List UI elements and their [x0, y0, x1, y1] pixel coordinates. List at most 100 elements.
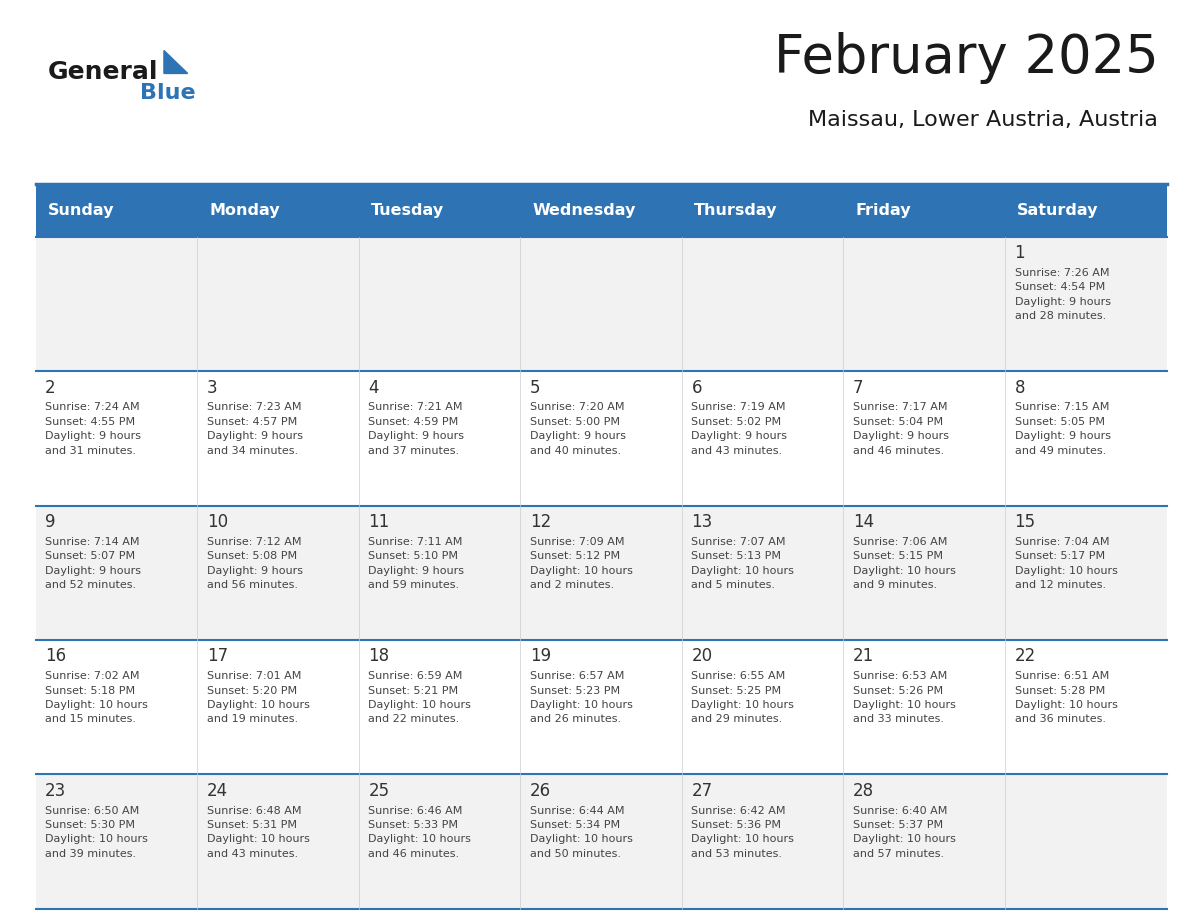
Text: Sunrise: 6:51 AM
Sunset: 5:28 PM
Daylight: 10 hours
and 36 minutes.: Sunrise: 6:51 AM Sunset: 5:28 PM Dayligh… [1015, 671, 1118, 724]
Text: Sunrise: 7:19 AM
Sunset: 5:02 PM
Daylight: 9 hours
and 43 minutes.: Sunrise: 7:19 AM Sunset: 5:02 PM Dayligh… [691, 402, 788, 455]
Text: Sunrise: 6:50 AM
Sunset: 5:30 PM
Daylight: 10 hours
and 39 minutes.: Sunrise: 6:50 AM Sunset: 5:30 PM Dayligh… [45, 806, 148, 859]
Text: 10: 10 [207, 513, 228, 531]
Text: 16: 16 [45, 647, 67, 666]
Text: 19: 19 [530, 647, 551, 666]
Bar [197, 775, 359, 909]
Bar [36, 371, 197, 506]
Bar [682, 371, 843, 506]
Text: Tuesday: Tuesday [371, 203, 444, 218]
Text: 22: 22 [1015, 647, 1036, 666]
Text: 12: 12 [530, 513, 551, 531]
Text: Sunrise: 7:06 AM
Sunset: 5:15 PM
Daylight: 10 hours
and 9 minutes.: Sunrise: 7:06 AM Sunset: 5:15 PM Dayligh… [853, 537, 956, 590]
Text: Sunrise: 7:21 AM
Sunset: 4:59 PM
Daylight: 9 hours
and 37 minutes.: Sunrise: 7:21 AM Sunset: 4:59 PM Dayligh… [368, 402, 465, 455]
Text: Maissau, Lower Austria, Austria: Maissau, Lower Austria, Austria [808, 110, 1158, 130]
Bar [843, 237, 1005, 371]
Bar [1005, 371, 1167, 506]
Bar [1005, 775, 1167, 909]
Text: Sunrise: 6:59 AM
Sunset: 5:21 PM
Daylight: 10 hours
and 22 minutes.: Sunrise: 6:59 AM Sunset: 5:21 PM Dayligh… [368, 671, 472, 724]
Bar [359, 237, 520, 371]
Bar [36, 775, 197, 909]
Text: Sunrise: 7:15 AM
Sunset: 5:05 PM
Daylight: 9 hours
and 49 minutes.: Sunrise: 7:15 AM Sunset: 5:05 PM Dayligh… [1015, 402, 1111, 455]
Text: 11: 11 [368, 513, 390, 531]
Text: Sunrise: 6:55 AM
Sunset: 5:25 PM
Daylight: 10 hours
and 29 minutes.: Sunrise: 6:55 AM Sunset: 5:25 PM Dayligh… [691, 671, 795, 724]
Bar [520, 775, 682, 909]
Polygon shape [164, 50, 188, 73]
Text: Monday: Monday [209, 203, 279, 218]
Text: 17: 17 [207, 647, 228, 666]
Bar [682, 775, 843, 909]
Text: Sunrise: 7:20 AM
Sunset: 5:00 PM
Daylight: 9 hours
and 40 minutes.: Sunrise: 7:20 AM Sunset: 5:00 PM Dayligh… [530, 402, 626, 455]
Text: 5: 5 [530, 378, 541, 397]
Bar [843, 775, 1005, 909]
Text: Sunrise: 7:02 AM
Sunset: 5:18 PM
Daylight: 10 hours
and 15 minutes.: Sunrise: 7:02 AM Sunset: 5:18 PM Dayligh… [45, 671, 148, 724]
Bar [197, 371, 359, 506]
Text: 6: 6 [691, 378, 702, 397]
Text: Sunrise: 7:07 AM
Sunset: 5:13 PM
Daylight: 10 hours
and 5 minutes.: Sunrise: 7:07 AM Sunset: 5:13 PM Dayligh… [691, 537, 795, 590]
Bar [36, 640, 197, 775]
Text: Sunrise: 6:57 AM
Sunset: 5:23 PM
Daylight: 10 hours
and 26 minutes.: Sunrise: 6:57 AM Sunset: 5:23 PM Dayligh… [530, 671, 633, 724]
Bar [359, 506, 520, 640]
Text: Sunrise: 7:23 AM
Sunset: 4:57 PM
Daylight: 9 hours
and 34 minutes.: Sunrise: 7:23 AM Sunset: 4:57 PM Dayligh… [207, 402, 303, 455]
Text: 14: 14 [853, 513, 874, 531]
Bar [359, 640, 520, 775]
Text: Sunrise: 7:17 AM
Sunset: 5:04 PM
Daylight: 9 hours
and 46 minutes.: Sunrise: 7:17 AM Sunset: 5:04 PM Dayligh… [853, 402, 949, 455]
Text: Wednesday: Wednesday [532, 203, 636, 218]
Text: Sunrise: 7:01 AM
Sunset: 5:20 PM
Daylight: 10 hours
and 19 minutes.: Sunrise: 7:01 AM Sunset: 5:20 PM Dayligh… [207, 671, 310, 724]
Text: Sunrise: 6:42 AM
Sunset: 5:36 PM
Daylight: 10 hours
and 53 minutes.: Sunrise: 6:42 AM Sunset: 5:36 PM Dayligh… [691, 806, 795, 859]
Bar [520, 506, 682, 640]
Text: February 2025: February 2025 [773, 32, 1158, 84]
Text: 18: 18 [368, 647, 390, 666]
Text: 13: 13 [691, 513, 713, 531]
Text: 9: 9 [45, 513, 56, 531]
Bar [36, 237, 197, 371]
Bar [843, 506, 1005, 640]
Text: Sunrise: 7:12 AM
Sunset: 5:08 PM
Daylight: 9 hours
and 56 minutes.: Sunrise: 7:12 AM Sunset: 5:08 PM Dayligh… [207, 537, 303, 590]
Bar [36, 506, 197, 640]
Bar [197, 506, 359, 640]
Bar [520, 237, 682, 371]
Text: 4: 4 [368, 378, 379, 397]
Text: 8: 8 [1015, 378, 1025, 397]
Bar [520, 371, 682, 506]
Text: 27: 27 [691, 782, 713, 800]
Text: Sunrise: 6:40 AM
Sunset: 5:37 PM
Daylight: 10 hours
and 57 minutes.: Sunrise: 6:40 AM Sunset: 5:37 PM Dayligh… [853, 806, 956, 859]
Text: 2: 2 [45, 378, 56, 397]
Text: Thursday: Thursday [694, 203, 777, 218]
Text: Sunrise: 6:44 AM
Sunset: 5:34 PM
Daylight: 10 hours
and 50 minutes.: Sunrise: 6:44 AM Sunset: 5:34 PM Dayligh… [530, 806, 633, 859]
Text: 21: 21 [853, 647, 874, 666]
Text: 26: 26 [530, 782, 551, 800]
Bar [1005, 640, 1167, 775]
Text: Sunrise: 6:46 AM
Sunset: 5:33 PM
Daylight: 10 hours
and 46 minutes.: Sunrise: 6:46 AM Sunset: 5:33 PM Dayligh… [368, 806, 472, 859]
Text: 20: 20 [691, 647, 713, 666]
Bar [843, 371, 1005, 506]
Text: Sunrise: 7:04 AM
Sunset: 5:17 PM
Daylight: 10 hours
and 12 minutes.: Sunrise: 7:04 AM Sunset: 5:17 PM Dayligh… [1015, 537, 1118, 590]
Text: 24: 24 [207, 782, 228, 800]
Text: Sunday: Sunday [48, 203, 114, 218]
Text: 3: 3 [207, 378, 217, 397]
Text: General: General [48, 60, 158, 84]
Text: 1: 1 [1015, 244, 1025, 263]
Text: 28: 28 [853, 782, 874, 800]
Text: 15: 15 [1015, 513, 1036, 531]
Text: Blue: Blue [140, 83, 196, 103]
Text: 7: 7 [853, 378, 864, 397]
Text: Sunrise: 7:26 AM
Sunset: 4:54 PM
Daylight: 9 hours
and 28 minutes.: Sunrise: 7:26 AM Sunset: 4:54 PM Dayligh… [1015, 268, 1111, 321]
Bar [359, 775, 520, 909]
Bar [682, 506, 843, 640]
Bar [197, 237, 359, 371]
Text: Sunrise: 7:24 AM
Sunset: 4:55 PM
Daylight: 9 hours
and 31 minutes.: Sunrise: 7:24 AM Sunset: 4:55 PM Dayligh… [45, 402, 141, 455]
Text: Sunrise: 7:09 AM
Sunset: 5:12 PM
Daylight: 10 hours
and 2 minutes.: Sunrise: 7:09 AM Sunset: 5:12 PM Dayligh… [530, 537, 633, 590]
Text: Friday: Friday [855, 203, 911, 218]
Text: Sunrise: 7:11 AM
Sunset: 5:10 PM
Daylight: 9 hours
and 59 minutes.: Sunrise: 7:11 AM Sunset: 5:10 PM Dayligh… [368, 537, 465, 590]
Bar [682, 640, 843, 775]
Bar [520, 640, 682, 775]
Bar [682, 237, 843, 371]
Bar [36, 184, 1167, 237]
Text: Saturday: Saturday [1017, 203, 1099, 218]
Bar [1005, 506, 1167, 640]
Bar [359, 371, 520, 506]
Bar [1005, 237, 1167, 371]
Bar [843, 640, 1005, 775]
Bar [197, 640, 359, 775]
Text: 23: 23 [45, 782, 67, 800]
